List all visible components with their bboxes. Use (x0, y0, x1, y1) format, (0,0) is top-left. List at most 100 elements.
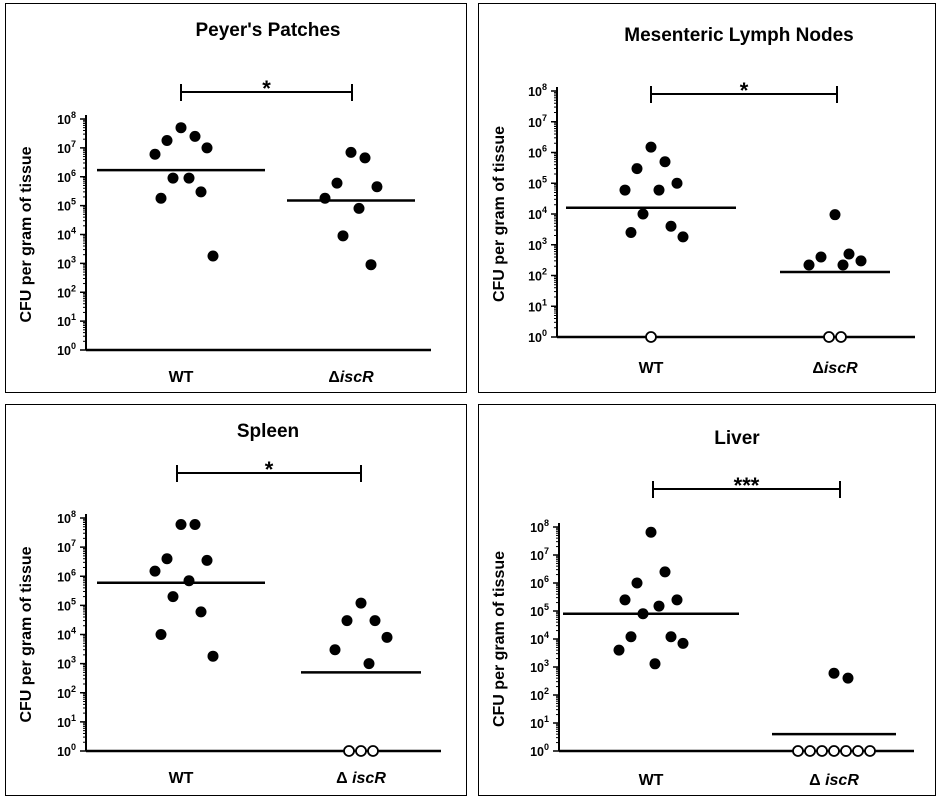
data-point (619, 594, 631, 606)
data-point (637, 208, 649, 220)
data-point (631, 163, 643, 175)
y-tick-label: 104 (528, 205, 547, 222)
data-point (167, 172, 179, 184)
data-point (645, 141, 657, 153)
data-point (828, 667, 840, 679)
data-point (619, 184, 631, 196)
undetected-point (343, 745, 355, 757)
data-point (319, 192, 331, 204)
chart-title: Liver (714, 428, 760, 449)
significance-label: * (740, 78, 749, 103)
data-point (677, 637, 689, 649)
y-axis-label: CFU per gram of tissue (491, 551, 508, 727)
data-point (355, 597, 367, 609)
data-point (365, 259, 377, 271)
x-category-label: ΔiscR (328, 369, 374, 386)
data-point (855, 255, 867, 267)
y-tick-label: 108 (57, 509, 76, 526)
data-point (345, 146, 357, 158)
data-point (149, 565, 161, 577)
y-tick-label: 106 (530, 574, 549, 591)
data-point (645, 526, 657, 538)
undetected-point (355, 745, 367, 757)
y-tick-label: 107 (57, 139, 76, 156)
y-tick-label: 106 (57, 567, 76, 584)
data-point (842, 672, 854, 684)
data-point (149, 148, 161, 160)
y-tick-label: 107 (528, 113, 547, 130)
undetected-point (804, 745, 816, 757)
chart-title: Spleen (237, 421, 299, 442)
y-tick-label: 100 (528, 328, 547, 345)
data-point (837, 259, 849, 271)
data-point (803, 259, 815, 271)
y-tick-label: 103 (530, 658, 549, 675)
data-point (815, 251, 827, 263)
data-point (207, 650, 219, 662)
y-tick-label: 105 (57, 596, 76, 613)
data-point (649, 658, 661, 670)
data-point (341, 615, 353, 627)
chart-svg: Mesenteric Lymph Nodes CFU per gram of ti… (491, 25, 915, 377)
y-tick-label: 105 (57, 197, 76, 214)
undetected-point (823, 331, 835, 343)
data-point (677, 231, 689, 243)
y-tick-label: 103 (57, 254, 76, 271)
y-axis-label: CFU per gram of tissue (491, 126, 508, 302)
undetected-point (367, 745, 379, 757)
y-tick-label: 102 (57, 283, 76, 300)
data-point (155, 629, 167, 640)
data-point (625, 227, 637, 239)
y-tick-label: 101 (530, 714, 549, 731)
significance-label: * (265, 457, 274, 482)
data-point (363, 658, 375, 670)
y-tick-label: 100 (530, 742, 549, 759)
data-point (613, 644, 625, 656)
chart-svg: Liver CFU per gram of tissue 100 101 102 103 1… (491, 428, 914, 789)
y-tick-label: 107 (530, 546, 549, 563)
data-point (183, 172, 195, 184)
data-point (175, 518, 187, 530)
data-point (829, 209, 841, 221)
data-point (195, 606, 207, 618)
data-point (329, 644, 341, 656)
data-point (331, 177, 343, 189)
data-point (659, 566, 671, 578)
chart-title: Peyer's Patches (195, 20, 340, 41)
chart-svg: Spleen CFU per gram of tissue 100 101 102 103… (18, 421, 441, 787)
y-tick-label: 108 (57, 110, 76, 127)
chart-panel-mesenteric-lymph-nodes: Mesenteric Lymph Nodes CFU per gram of ti… (478, 3, 936, 393)
significance-label: * (262, 76, 271, 101)
data-point (665, 631, 677, 643)
undetected-point (645, 331, 657, 343)
data-point (155, 192, 167, 204)
x-category-label: WT (639, 360, 664, 377)
data-point (167, 591, 179, 603)
data-point (201, 142, 213, 154)
data-point (659, 156, 671, 168)
data-point (665, 220, 677, 232)
y-tick-label: 101 (528, 297, 547, 314)
chart-svg: Peyer's Patches CFU per gram of tissue 100… (18, 20, 431, 386)
undetected-point (816, 745, 828, 757)
x-category-label: WT (639, 772, 664, 789)
y-tick-label: 102 (57, 684, 76, 701)
y-tick-label: 104 (57, 626, 76, 643)
data-point (195, 186, 207, 198)
undetected-point (792, 745, 804, 757)
undetected-point (828, 745, 840, 757)
undetected-point (852, 745, 864, 757)
data-point (371, 181, 383, 193)
data-point (337, 230, 349, 242)
data-point (381, 631, 393, 643)
data-point (207, 250, 219, 262)
y-tick-label: 106 (528, 144, 547, 161)
data-point (369, 615, 381, 627)
y-tick-label: 101 (57, 713, 76, 730)
undetected-point (835, 331, 847, 343)
y-tick-label: 104 (530, 630, 549, 647)
x-category-label: WT (169, 369, 194, 386)
y-tick-label: 105 (530, 602, 549, 619)
y-tick-label: 103 (57, 655, 76, 672)
data-point (161, 135, 173, 147)
